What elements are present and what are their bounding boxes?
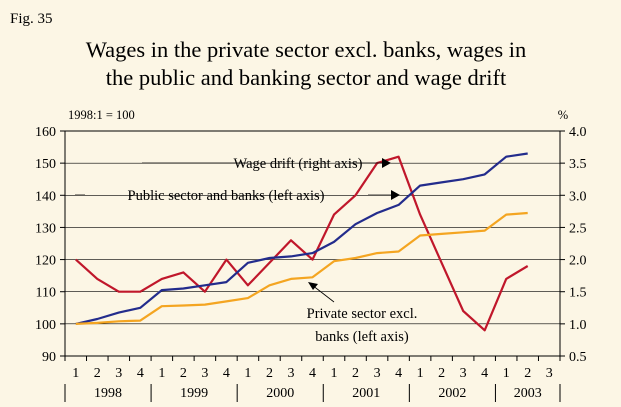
x-quarter-label: 3 — [546, 366, 553, 381]
x-quarter-label: 2 — [180, 366, 187, 381]
right-tick-label: 2.0 — [569, 254, 587, 269]
public-sector-arrow — [391, 190, 400, 200]
x-quarter-label: 3 — [460, 366, 467, 381]
x-quarter-label: 2 — [352, 366, 359, 381]
x-quarter-label: 1 — [158, 366, 165, 381]
left-tick-label: 120 — [35, 254, 56, 269]
left-tick-label: 140 — [35, 189, 56, 204]
x-quarter-label: 2 — [524, 366, 531, 381]
x-year-label: 2002 — [438, 386, 466, 401]
right-tick-label: 3.0 — [569, 189, 587, 204]
left-axis-unit: 1998:1 = 100 — [68, 108, 135, 122]
left-tick-label: 100 — [35, 318, 56, 333]
x-quarter-label: 3 — [115, 366, 122, 381]
x-year-label: 2003 — [514, 386, 542, 401]
plot-frame — [64, 130, 561, 357]
private-sector-line — [75, 211, 528, 325]
x-quarter-label: 4 — [395, 366, 402, 381]
left-axis: 90 100 110 120 130 140 150 160 — [35, 125, 65, 365]
x-year-label: 2001 — [352, 386, 380, 401]
wage-drift-line — [75, 155, 529, 332]
x-quarter-label: 3 — [287, 366, 294, 381]
left-tick-label: 130 — [35, 221, 56, 236]
private-label-leader — [311, 284, 335, 303]
right-tick-label: 0.5 — [569, 350, 587, 365]
right-tick-label: 2.5 — [569, 221, 587, 236]
right-tick-label: 1.0 — [569, 318, 587, 333]
public-sector-annotation: Public sector and banks (left axis) — [128, 188, 325, 204]
private-sector-arrow — [308, 282, 318, 290]
x-quarter-label: 1 — [244, 366, 251, 381]
x-year-label: 1998 — [94, 386, 122, 401]
public-sector-line — [75, 152, 528, 325]
x-quarter-label: 2 — [438, 366, 445, 381]
x-quarter-label: 1 — [417, 366, 424, 381]
series-lines — [75, 152, 529, 332]
x-quarter-label: 2 — [266, 366, 273, 381]
x-quarter-label: 4 — [137, 366, 144, 381]
right-tick-label: 3.5 — [569, 157, 587, 172]
annotations: Wage drift (right axis) Public sector an… — [75, 156, 417, 345]
right-tick-label: 1.5 — [569, 286, 587, 301]
x-year-label: 1999 — [180, 386, 208, 401]
x-quarter-label: 1 — [503, 366, 510, 381]
wage-drift-arrow — [382, 158, 391, 168]
x-quarter-label: 3 — [201, 366, 208, 381]
x-quarter-label: 3 — [374, 366, 381, 381]
x-quarter-label: 4 — [481, 366, 488, 381]
chart-title-line2: the public and banking sector and wage d… — [106, 65, 507, 90]
x-quarter-label: 2 — [94, 366, 101, 381]
left-tick-label: 150 — [35, 157, 56, 172]
left-tick-label: 90 — [42, 350, 56, 365]
x-quarter-label: 4 — [223, 366, 230, 381]
figure-label: Fig. 35 — [10, 11, 53, 27]
x-quarter-label: 1 — [331, 366, 338, 381]
right-tick-label: 4.0 — [569, 125, 587, 140]
left-tick-label: 160 — [35, 125, 56, 140]
x-quarter-label: 4 — [309, 366, 316, 381]
private-sector-annotation-line2: banks (left axis) — [315, 329, 409, 345]
right-axis-unit: % — [558, 108, 568, 122]
x-quarter-label: 1 — [72, 366, 79, 381]
wage-drift-annotation: Wage drift (right axis) — [234, 156, 363, 172]
chart-title-line1: Wages in the private sector excl. banks,… — [86, 37, 527, 62]
right-axis: 0.5 1.0 1.5 2.0 2.5 3.0 3.5 4.0 — [560, 125, 587, 365]
private-sector-annotation-line1: Private sector excl. — [307, 306, 418, 322]
left-tick-label: 110 — [36, 286, 56, 301]
x-year-label: 2000 — [266, 386, 294, 401]
